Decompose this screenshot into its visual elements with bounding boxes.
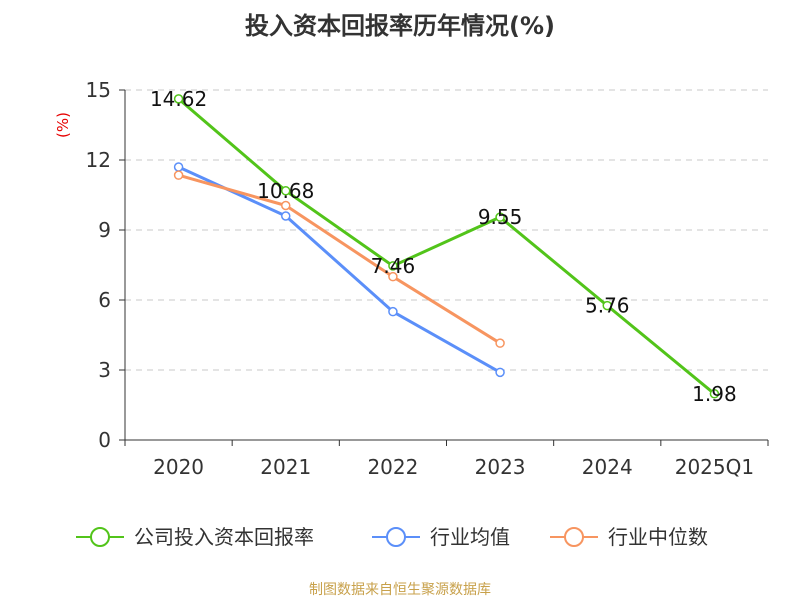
- series-1-point[interactable]: [495, 367, 505, 378]
- data-label: 9.55: [478, 205, 523, 229]
- series-0-point[interactable]: [388, 261, 398, 271]
- series-2-point[interactable]: [388, 271, 398, 282]
- source-note: 制图数据来自恒生聚源数据库: [309, 582, 491, 598]
- legend-swatch-marker: [386, 527, 406, 547]
- series-0-point[interactable]: [602, 300, 612, 311]
- series-1-point[interactable]: [173, 162, 184, 172]
- series-1-point[interactable]: [388, 306, 398, 317]
- series-2-point[interactable]: [281, 200, 291, 211]
- data-label: 7.46: [371, 254, 416, 278]
- x-tick-label: 2025Q1: [675, 455, 754, 479]
- data-label: 14.62: [150, 87, 207, 111]
- series-line-0: [177, 97, 716, 395]
- x-tick-label: 2022: [367, 455, 418, 479]
- y-tick-label: 15: [86, 78, 111, 102]
- x-tick-label: 2020: [153, 455, 204, 479]
- series-lines: [173, 94, 720, 399]
- legend-swatch-marker: [564, 527, 584, 547]
- y-tick-label: 12: [86, 148, 111, 172]
- y-tick-label: 9: [98, 218, 111, 242]
- data-label: 1.98: [692, 382, 737, 406]
- x-tick-label: 2023: [475, 455, 526, 479]
- series-1-point[interactable]: [281, 211, 291, 221]
- grid: [125, 89, 768, 371]
- legend-item-2[interactable]: 行业中位数: [550, 525, 708, 549]
- y-tick-label: 6: [98, 288, 111, 312]
- axes: 0 3 6 9 12 15 2020 2021 2022 2023 2024 2025Q1: [86, 78, 769, 479]
- legend-item-1[interactable]: 行业均值: [372, 525, 510, 549]
- legend-label: 公司投入资本回报率: [134, 525, 314, 549]
- series-0-point[interactable]: [173, 94, 184, 104]
- series-0-point[interactable]: [281, 186, 291, 196]
- legend[interactable]: 公司投入资本回报率 行业均值 行业中位数: [76, 525, 708, 549]
- data-label: 10.68: [257, 179, 314, 203]
- data-label: 5.76: [585, 294, 630, 318]
- series-2-point[interactable]: [495, 338, 505, 348]
- data-labels: 14.62 10.68 7.46 9.55 5.76 1.98: [150, 87, 737, 406]
- x-tick-label: 2024: [582, 455, 633, 479]
- series-0-point[interactable]: [495, 212, 505, 222]
- legend-swatch-marker: [90, 527, 110, 547]
- legend-label: 行业均值: [430, 525, 510, 549]
- y-tick-label: 3: [98, 358, 111, 382]
- legend-item-0[interactable]: 公司投入资本回报率: [76, 525, 314, 549]
- series-2-point[interactable]: [173, 170, 184, 180]
- series-0-point[interactable]: [709, 389, 720, 399]
- series-line-2: [178, 173, 501, 345]
- y-axis-unit-label: (%): [54, 112, 72, 138]
- series-line-1: [177, 165, 501, 374]
- x-tick-label: 2021: [260, 455, 311, 479]
- legend-label: 行业中位数: [608, 525, 708, 549]
- chart-title: 投入资本回报率历年情况(%): [245, 12, 555, 40]
- y-tick-label: 0: [98, 428, 111, 452]
